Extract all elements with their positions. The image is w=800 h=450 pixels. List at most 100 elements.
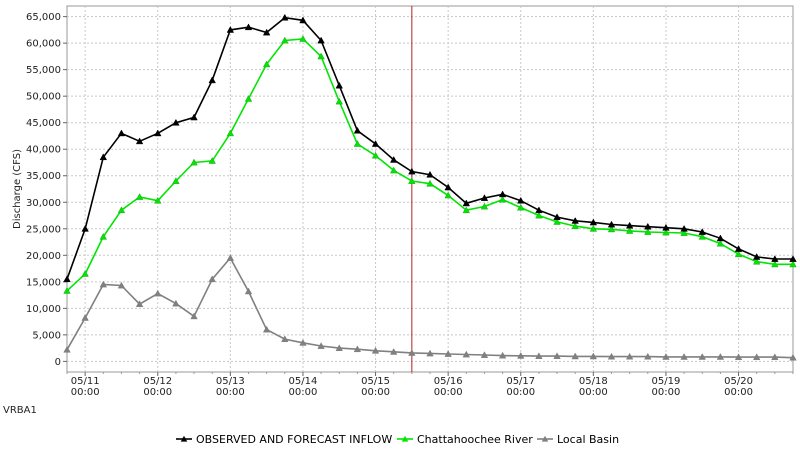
data-point	[644, 352, 652, 360]
data-point	[553, 218, 561, 225]
data-point	[135, 193, 144, 200]
data-point	[371, 140, 380, 147]
data-point	[389, 348, 398, 355]
data-point	[625, 352, 634, 360]
series-0	[63, 13, 797, 283]
data-point	[698, 232, 706, 240]
data-point	[662, 353, 670, 360]
data-point	[226, 254, 235, 261]
data-point	[317, 342, 325, 349]
x-tick-time: 00:00	[143, 387, 172, 398]
data-point	[426, 179, 434, 187]
data-point	[389, 166, 398, 174]
data-point	[371, 151, 380, 159]
series-lines	[63, 13, 797, 361]
data-point	[335, 344, 343, 352]
data-point	[281, 13, 289, 21]
data-point	[335, 81, 343, 89]
data-point	[208, 157, 216, 164]
data-point	[752, 353, 761, 361]
x-tick-time: 00:00	[724, 387, 753, 398]
data-point	[789, 260, 797, 268]
data-point	[771, 353, 779, 361]
y-axis: 0 5,000 10,000 15,000 20,000 25,000 30,000 35,0…	[26, 12, 67, 368]
data-point	[117, 206, 126, 214]
data-point	[154, 289, 162, 297]
data-point	[244, 287, 253, 295]
data-point	[99, 232, 108, 240]
data-point	[517, 352, 525, 359]
data-point	[480, 194, 489, 201]
data-point	[63, 287, 71, 294]
x-tick-date: 05/16	[434, 376, 463, 387]
x-tick-time: 00:00	[506, 387, 535, 398]
data-point	[81, 270, 89, 277]
legend-label: Chattahoochee River	[417, 433, 533, 446]
data-point	[734, 353, 743, 361]
y-tick-label: 60,000	[26, 39, 61, 50]
series-2	[63, 254, 797, 361]
data-point	[716, 234, 725, 242]
series-1	[63, 35, 797, 294]
data-point	[680, 224, 688, 232]
data-point	[644, 228, 652, 235]
data-point	[154, 196, 162, 204]
data-point	[244, 95, 253, 102]
x-tick-date: 05/15	[361, 376, 390, 387]
x-axis: 05/1100:0005/1200:0005/1300:0005/1400:00…	[66, 372, 794, 398]
y-tick-label: 65,000	[26, 12, 61, 23]
data-point	[498, 190, 507, 198]
legend-label: Local Basin	[557, 433, 619, 446]
data-point	[752, 257, 761, 265]
data-point	[571, 222, 579, 230]
data-point	[662, 228, 670, 236]
data-point	[789, 255, 797, 262]
legend: OBSERVED AND FORECAST INFLOW Chattahooche…	[176, 433, 619, 446]
data-point	[190, 113, 198, 121]
data-point	[644, 222, 652, 230]
data-point	[281, 335, 289, 343]
data-point	[353, 140, 362, 147]
data-point	[553, 213, 561, 221]
y-tick-label: 10,000	[26, 304, 61, 315]
data-point	[299, 16, 307, 24]
data-point	[517, 196, 525, 204]
data-point	[535, 352, 543, 359]
data-point	[589, 218, 598, 226]
data-point	[734, 245, 743, 252]
data-point	[371, 346, 380, 354]
data-point	[607, 225, 616, 233]
data-point	[408, 349, 416, 356]
data-point	[716, 239, 725, 247]
data-point	[353, 126, 362, 134]
data-point	[625, 227, 634, 234]
data-point	[281, 36, 289, 44]
data-point	[262, 60, 271, 68]
y-tick-label: 35,000	[26, 171, 61, 182]
data-point	[172, 177, 180, 184]
data-point	[680, 353, 688, 360]
data-point	[154, 129, 162, 137]
data-point	[208, 275, 216, 283]
data-point	[480, 202, 489, 210]
data-point	[426, 349, 434, 357]
y-tick-label: 0	[55, 357, 61, 368]
data-point	[752, 253, 761, 260]
data-point	[317, 36, 325, 44]
y-tick-label: 15,000	[26, 277, 61, 288]
data-point	[208, 76, 216, 84]
x-tick-date: 05/13	[216, 376, 245, 387]
data-point	[353, 345, 362, 353]
data-point	[517, 203, 525, 211]
data-point	[117, 129, 126, 137]
data-point	[335, 97, 343, 105]
x-tick-date: 05/14	[289, 376, 318, 387]
x-tick-date: 05/17	[506, 376, 535, 387]
y-tick-label: 20,000	[26, 251, 61, 262]
x-tick-date: 05/19	[652, 376, 681, 387]
data-point	[698, 353, 706, 360]
data-point	[571, 217, 579, 224]
x-tick-time: 00:00	[579, 387, 608, 398]
x-tick-time: 00:00	[652, 387, 681, 398]
